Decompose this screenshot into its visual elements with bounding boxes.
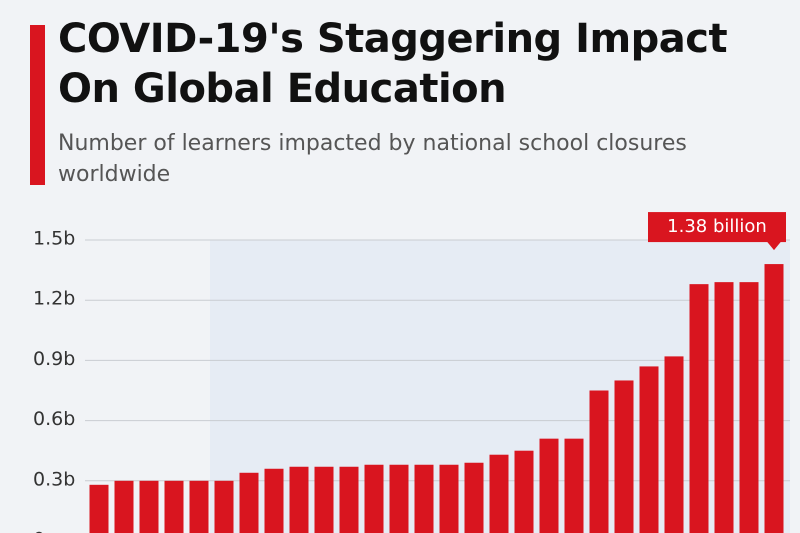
bar <box>264 468 284 533</box>
bar <box>764 264 784 533</box>
bar <box>139 480 159 533</box>
bar <box>414 464 434 533</box>
bar <box>539 438 559 533</box>
bar <box>489 454 509 533</box>
accent-bar <box>30 25 45 185</box>
bar <box>639 366 659 533</box>
y-tick-label: 0.3b <box>33 468 75 490</box>
bar <box>114 480 134 533</box>
bar <box>714 282 734 533</box>
value-label-pointer <box>767 241 781 251</box>
bar <box>464 462 484 533</box>
bar <box>164 480 184 533</box>
y-tick-label: 0 <box>33 529 45 533</box>
y-tick-label: 0.6b <box>33 408 75 430</box>
bar <box>339 466 359 533</box>
bar <box>439 464 459 533</box>
bar <box>314 466 334 533</box>
bar <box>214 480 234 533</box>
y-tick-label: 1.5b <box>33 228 75 250</box>
bar <box>739 282 759 533</box>
value-label: 1.38 billion <box>667 216 767 237</box>
chart-title: COVID-19's Staggering Impact On Global E… <box>58 16 728 112</box>
bar <box>689 284 709 533</box>
bar <box>364 464 384 533</box>
chart-subtitle: Number of learners impacted by national … <box>58 131 687 187</box>
bar <box>514 450 534 533</box>
bar <box>239 472 259 533</box>
bar <box>664 356 684 533</box>
bar <box>289 466 309 533</box>
bar <box>89 484 109 533</box>
y-tick-label: 0.9b <box>33 348 75 370</box>
bar <box>189 480 209 533</box>
value-label-box <box>648 212 786 243</box>
y-tick-label: 1.2b <box>33 288 75 310</box>
bar <box>564 438 584 533</box>
bar <box>589 390 609 533</box>
bar <box>389 464 409 533</box>
bar <box>614 380 634 533</box>
